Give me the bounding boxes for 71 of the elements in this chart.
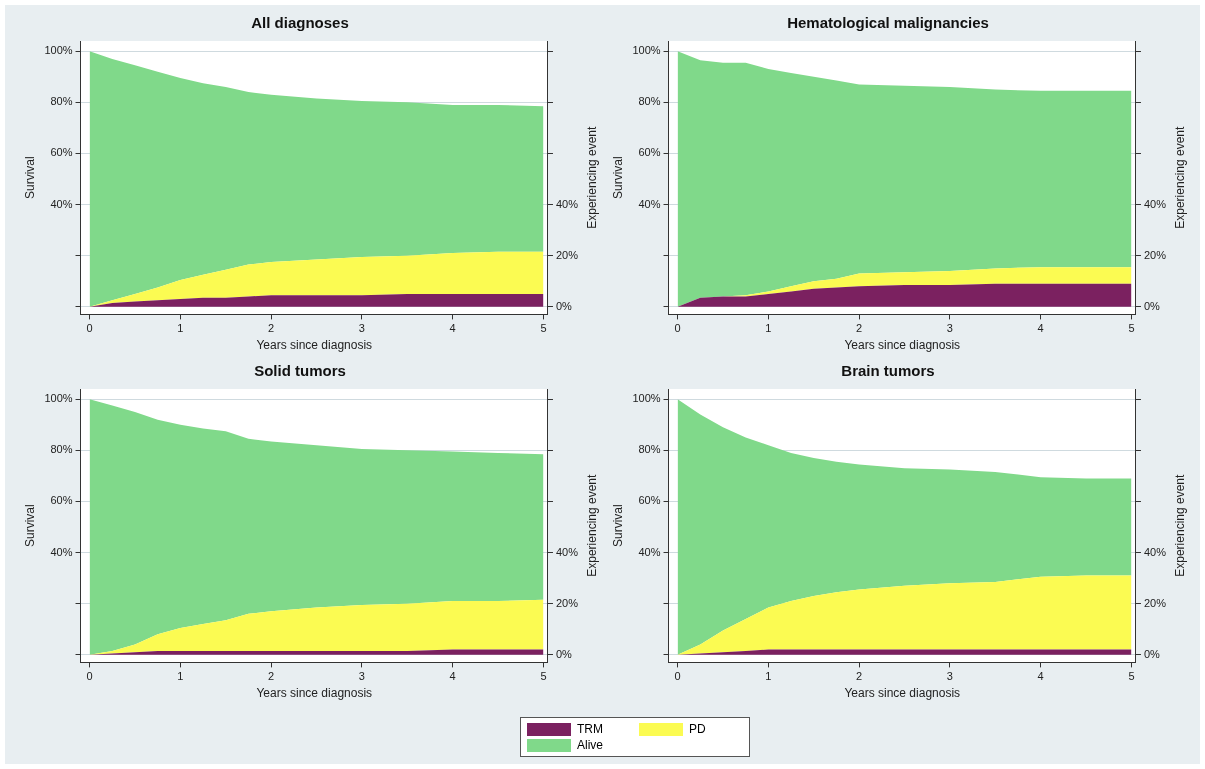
x-tick-label: 5 bbox=[1128, 322, 1135, 335]
legend-label: Alive bbox=[577, 738, 604, 752]
y-axis-title: Survival bbox=[610, 504, 625, 548]
x-axis-title: Years since diagnosis bbox=[256, 686, 373, 701]
chart-title: Solid tumors bbox=[254, 362, 346, 380]
y-tick-label: 100% bbox=[44, 44, 73, 57]
x-tick-label: 5 bbox=[540, 670, 547, 683]
y2-tick-label: 20% bbox=[555, 596, 579, 609]
x-tick-label: 3 bbox=[946, 322, 953, 335]
y-tick-label: 80% bbox=[638, 443, 661, 456]
y2-axis-title: Experiencing event bbox=[585, 126, 600, 229]
y-tick-label: 40% bbox=[638, 545, 661, 558]
x-tick-label: 4 bbox=[449, 670, 456, 683]
y2-tick-label: 0% bbox=[1143, 299, 1161, 312]
y-tick-label: 40% bbox=[50, 197, 73, 210]
y2-axis-title: Experiencing event bbox=[585, 474, 600, 577]
x-tick-label: 4 bbox=[449, 322, 456, 335]
x-axis-title: Years since diagnosis bbox=[844, 686, 961, 701]
x-tick-label: 2 bbox=[856, 322, 863, 335]
x-axis-title: Years since diagnosis bbox=[256, 338, 373, 353]
x-tick-label: 2 bbox=[268, 670, 275, 683]
y2-axis-title: Experiencing event bbox=[1173, 474, 1188, 577]
legend-label: PD bbox=[689, 722, 706, 736]
x-tick-label: 3 bbox=[946, 670, 953, 683]
y-tick-label: 60% bbox=[638, 494, 661, 507]
x-tick-label: 4 bbox=[1037, 322, 1044, 335]
y-tick-label: 60% bbox=[50, 494, 73, 507]
x-tick-label: 1 bbox=[765, 322, 772, 335]
y-axis-title: Survival bbox=[22, 504, 37, 548]
legend-label: TRM bbox=[577, 722, 603, 736]
y2-tick-label: 40% bbox=[1143, 197, 1167, 210]
x-tick-label: 0 bbox=[86, 322, 93, 335]
y-tick-label: 100% bbox=[632, 392, 661, 405]
y2-tick-label: 20% bbox=[1143, 596, 1167, 609]
x-tick-label: 2 bbox=[856, 670, 863, 683]
y-tick-label: 40% bbox=[50, 545, 73, 558]
chart-title: Brain tumors bbox=[841, 362, 935, 380]
y-axis-title: Survival bbox=[610, 156, 625, 200]
x-tick-label: 1 bbox=[177, 670, 184, 683]
y2-tick-label: 40% bbox=[1143, 545, 1167, 558]
y2-tick-label: 40% bbox=[555, 197, 579, 210]
y2-axis-title: Experiencing event bbox=[1173, 126, 1188, 229]
y-tick-label: 100% bbox=[632, 44, 661, 57]
y-tick-label: 80% bbox=[50, 95, 73, 108]
y-tick-label: 80% bbox=[638, 95, 661, 108]
x-tick-label: 3 bbox=[358, 670, 365, 683]
y2-tick-label: 40% bbox=[555, 545, 579, 558]
y-axis-title: Survival bbox=[22, 156, 37, 200]
y2-tick-label: 0% bbox=[555, 299, 573, 312]
y2-tick-label: 0% bbox=[555, 647, 573, 660]
x-tick-label: 0 bbox=[86, 670, 93, 683]
y-tick-label: 40% bbox=[638, 197, 661, 210]
x-tick-label: 5 bbox=[1128, 670, 1135, 683]
y2-tick-label: 20% bbox=[555, 248, 579, 261]
y-tick-label: 60% bbox=[638, 146, 661, 159]
y-tick-label: 100% bbox=[44, 392, 73, 405]
x-tick-label: 1 bbox=[765, 670, 772, 683]
x-tick-label: 0 bbox=[674, 322, 681, 335]
y2-tick-label: 20% bbox=[1143, 248, 1167, 261]
x-tick-label: 0 bbox=[674, 670, 681, 683]
y-tick-label: 80% bbox=[50, 443, 73, 456]
x-axis-title: Years since diagnosis bbox=[844, 338, 961, 353]
x-tick-label: 1 bbox=[177, 322, 184, 335]
y-tick-label: 60% bbox=[50, 146, 73, 159]
x-tick-label: 2 bbox=[268, 322, 275, 335]
x-tick-label: 5 bbox=[540, 322, 547, 335]
y2-tick-label: 0% bbox=[1143, 647, 1161, 660]
x-tick-label: 3 bbox=[358, 322, 365, 335]
chart-title: Hematological malignancies bbox=[787, 14, 989, 32]
chart-title: All diagnoses bbox=[251, 14, 349, 32]
x-tick-label: 4 bbox=[1037, 670, 1044, 683]
